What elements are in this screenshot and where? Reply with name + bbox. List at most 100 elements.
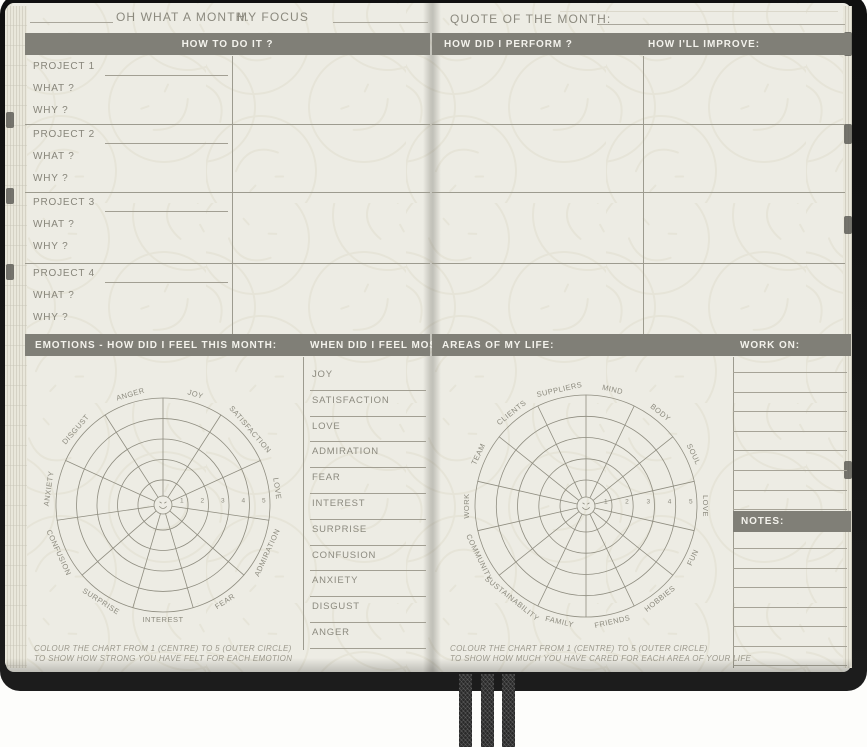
radar-category-label: SUSTAINABILITY	[483, 574, 541, 623]
radar-category-label: CLIENTS	[495, 398, 528, 427]
emotions-heading: EMOTIONS - HOW DID I FEEL THIS MONTH:	[35, 340, 277, 351]
ruled-line[interactable]	[733, 548, 847, 549]
ruled-line[interactable]	[733, 567, 847, 569]
emotion-write-line[interactable]	[310, 621, 426, 623]
notes-lines	[733, 531, 847, 671]
ruled-line[interactable]	[733, 587, 847, 588]
emotion-label: INTEREST	[312, 498, 366, 509]
notes-heading: NOTES:	[741, 516, 785, 527]
ruled-line[interactable]	[733, 665, 847, 666]
emotion-label: FEAR	[312, 472, 341, 484]
ruled-line[interactable]	[733, 391, 847, 393]
emotion-write-line[interactable]	[310, 544, 426, 546]
grid-line	[432, 192, 845, 193]
review-column-divider	[643, 56, 644, 334]
radar-category-label: COMMUNITY	[464, 533, 494, 583]
focus-label: MY FOCUS	[237, 10, 309, 24]
feel-most-item: LOVE	[303, 417, 430, 443]
project-why-label: WHY ?	[33, 241, 69, 252]
radar-category-label: FRIENDS	[594, 613, 632, 630]
emotion-write-line[interactable]	[310, 596, 426, 598]
project-what-label: WHAT ?	[33, 151, 75, 162]
project-name-line[interactable]	[105, 75, 228, 76]
feel-most-item: FEAR	[303, 468, 430, 494]
how-did-i-perform-heading: HOW DID I PERFORM ?	[444, 39, 573, 50]
work-on-lines	[733, 357, 847, 517]
emotion-write-line[interactable]	[310, 492, 426, 494]
project-why-label: WHY ?	[33, 173, 69, 184]
instruction-line: COLOUR THE CHART FROM 1 (CENTRE) TO 5 (O…	[450, 644, 708, 653]
emotion-write-line[interactable]	[310, 415, 426, 417]
ruled-line[interactable]	[733, 626, 847, 627]
ruled-line[interactable]	[733, 606, 847, 608]
page-edge-stack-left	[5, 6, 27, 668]
ruled-line[interactable]	[733, 470, 847, 471]
ruled-line[interactable]	[733, 645, 847, 647]
emotion-write-line[interactable]	[310, 441, 426, 443]
scale-tick-label: 4	[668, 499, 672, 506]
radar-category-label: ADMIRATION	[252, 527, 282, 578]
bookmark-ribbon	[459, 674, 472, 747]
emotions-radar-chart[interactable]: 1 2 3 4 5 JOY SATISFACTION LOVE ADMIRATION FEAR IN…	[22, 362, 304, 654]
grid-line	[432, 263, 845, 264]
focus-line[interactable]	[333, 22, 428, 23]
emotions-bar: EMOTIONS - HOW DID I FEEL THIS MONTH: WH…	[25, 334, 446, 356]
elastic-band-mark	[844, 124, 852, 144]
quote-line[interactable]	[597, 24, 845, 25]
radar-category-label: INTEREST	[142, 615, 183, 624]
project-name-line[interactable]	[105, 143, 228, 144]
ruled-line[interactable]	[733, 489, 847, 491]
project-row: PROJECT 4 WHAT ? WHY ?	[25, 263, 232, 334]
radar-category-label: CONFUSION	[44, 528, 73, 577]
elastic-band-mark	[844, 216, 852, 234]
areas-bar: AREAS OF MY LIFE: WORK ON:	[432, 334, 851, 356]
feel-most-item: DISGUST	[303, 597, 430, 623]
emotion-label: JOY	[312, 369, 333, 380]
emotion-write-line[interactable]	[310, 518, 426, 520]
month-name-line[interactable]	[30, 22, 113, 23]
project-row: PROJECT 3 WHAT ? WHY ?	[25, 192, 232, 263]
projects-column-divider	[232, 56, 233, 334]
emotion-label: DISGUST	[312, 601, 360, 613]
project-name-line[interactable]	[105, 282, 228, 283]
feel-most-list: JOY SATISFACTION LOVE ADMIRATION FEAR INTERES…	[303, 365, 430, 651]
work-on-heading: WORK ON:	[740, 340, 800, 351]
smiley-icon	[582, 507, 590, 510]
ruled-line[interactable]	[733, 411, 847, 413]
scale-tick-label: 3	[646, 499, 650, 506]
page-bottom-shadow	[6, 658, 851, 672]
scale-tick-label: 2	[200, 498, 204, 505]
feel-most-item: INTEREST	[303, 494, 430, 520]
areas-instructions: COLOUR THE CHART FROM 1 (CENTRE) TO 5 (O…	[450, 644, 751, 664]
areas-radar-chart[interactable]: 1 2 3 4 5MINDBODYSOULLOVEFUNHOBBIESFRIENDSFA…	[438, 358, 734, 658]
radar-category-label: SURPRISE	[81, 586, 121, 616]
project-label: PROJECT 2	[33, 129, 96, 140]
grid-line	[25, 124, 430, 125]
radar-category-label: SOUL	[685, 442, 703, 466]
instruction-line: TO SHOW HOW STRONG YOU HAVE FELT FOR EAC…	[34, 654, 292, 664]
page-top-edge	[560, 11, 838, 12]
emotion-write-line[interactable]	[310, 570, 426, 572]
emotion-write-line[interactable]	[310, 647, 426, 649]
ruled-line[interactable]	[733, 372, 847, 373]
emotion-write-line[interactable]	[310, 389, 426, 391]
project-name-line[interactable]	[105, 211, 228, 212]
radar-category-label: SUPPLIERS	[536, 380, 583, 399]
radar-category-label: ANXIETY	[42, 470, 56, 507]
ruled-line[interactable]	[733, 509, 847, 511]
bookmark-ribbon	[481, 674, 494, 747]
projects-section: PROJECT 1 WHAT ? WHY ? PROJECT 2 WHAT ? WHY ?…	[25, 56, 232, 334]
perform-improve-bar: HOW DID I PERFORM ? HOW I'LL IMPROVE:	[432, 33, 851, 55]
project-label: PROJECT 1	[33, 61, 96, 72]
elastic-band-mark	[6, 264, 14, 280]
ruled-line[interactable]	[733, 430, 847, 432]
radar-category-label: SATISFACTION	[227, 404, 273, 455]
emotion-label: ADMIRATION	[312, 446, 379, 458]
emotion-write-line[interactable]	[310, 467, 426, 469]
radar-category-label: FEAR	[213, 592, 236, 612]
project-label: PROJECT 4	[33, 268, 96, 279]
elastic-band-mark	[6, 188, 14, 204]
emotion-label: ANGER	[312, 627, 350, 638]
bookmark-ribbon	[502, 674, 515, 747]
ruled-line[interactable]	[733, 450, 847, 452]
